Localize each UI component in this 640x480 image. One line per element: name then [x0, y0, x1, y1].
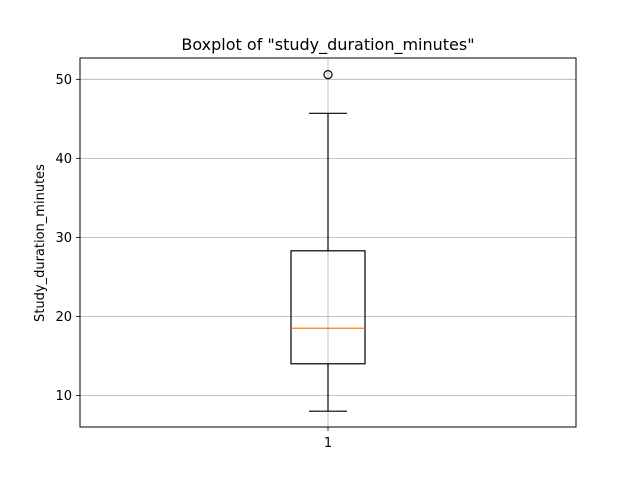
- box-series: [290, 69, 366, 412]
- outlier-point: [323, 69, 333, 80]
- chart-title: Boxplot of "study_duration_minutes": [181, 35, 474, 55]
- x-tick-label: 1: [324, 436, 332, 451]
- y-tick-label: 10: [55, 389, 72, 404]
- y-tick-label: 30: [55, 231, 72, 246]
- y-tick-label: 20: [55, 310, 72, 325]
- y-axis-label: Study_duration_minutes: [33, 164, 48, 322]
- y-tick-label: 50: [55, 73, 72, 88]
- y-axis-ticks: 10 20 30 40 50: [55, 73, 80, 404]
- x-axis-ticks: 1: [324, 427, 332, 451]
- y-tick-label: 40: [55, 152, 72, 167]
- box-iqr: [290, 250, 366, 365]
- plot-frame: [79, 57, 577, 428]
